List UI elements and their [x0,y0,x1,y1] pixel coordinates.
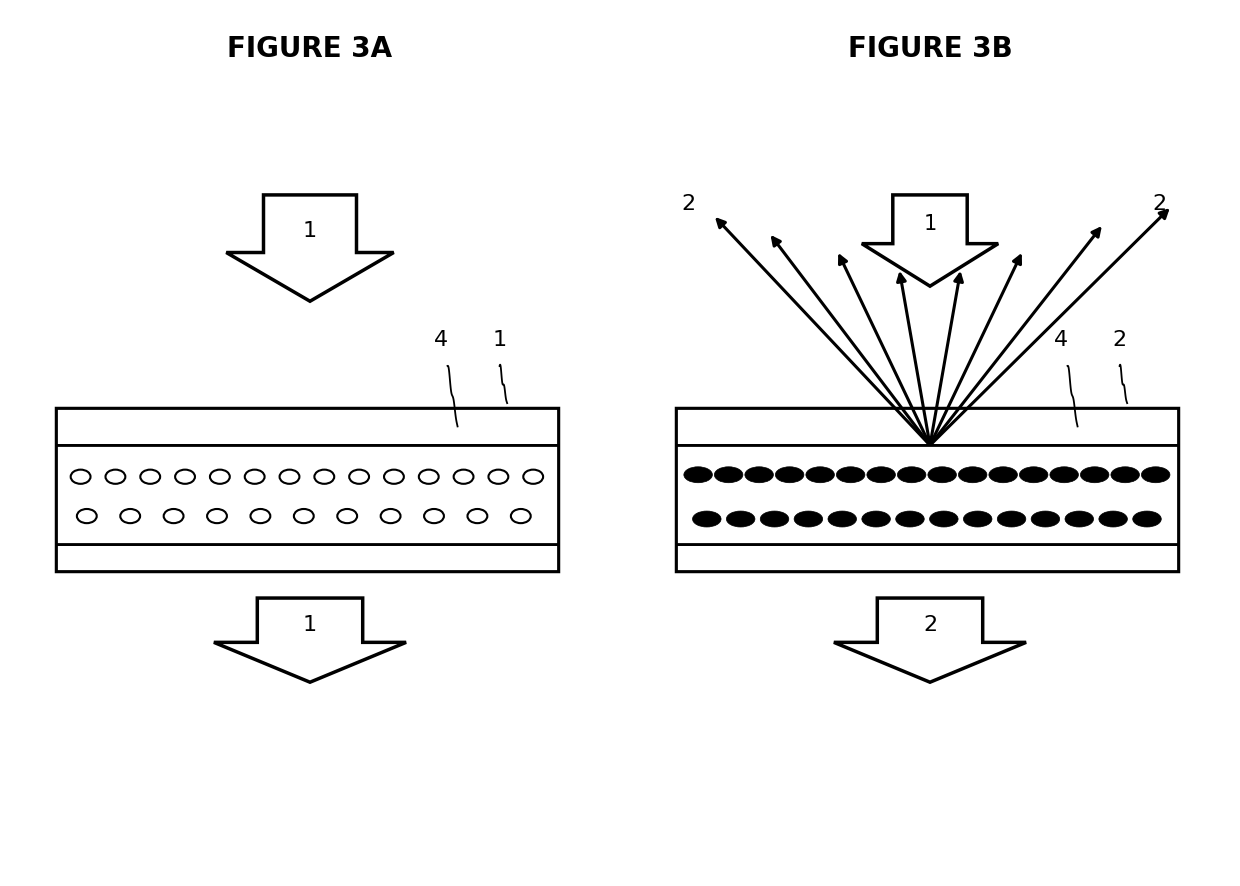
Polygon shape [213,598,407,682]
Bar [676,446,1178,544]
Text: 2: 2 [1152,194,1167,214]
Bar [56,544,558,571]
Text: 1: 1 [924,214,936,234]
Ellipse shape [895,511,924,527]
Bar [676,408,1178,446]
Text: FIGURE 3A: FIGURE 3A [227,35,393,64]
Ellipse shape [806,467,835,483]
Bar [56,446,558,544]
Text: 1: 1 [303,221,317,241]
Text: 4: 4 [434,330,449,350]
Ellipse shape [862,511,890,527]
Ellipse shape [1142,467,1171,483]
Text: 2: 2 [1112,330,1127,350]
Ellipse shape [1032,511,1060,527]
Ellipse shape [1080,467,1109,483]
Bar [676,408,1178,571]
Ellipse shape [930,511,959,527]
Ellipse shape [684,467,713,483]
Polygon shape [833,598,1025,682]
Ellipse shape [775,467,804,483]
Ellipse shape [794,511,822,527]
Ellipse shape [714,467,743,483]
Ellipse shape [963,511,992,527]
Ellipse shape [837,467,866,483]
Ellipse shape [1099,511,1127,527]
Ellipse shape [867,467,895,483]
Ellipse shape [1050,467,1079,483]
Ellipse shape [990,467,1017,483]
Ellipse shape [1111,467,1140,483]
Text: 4: 4 [1054,330,1069,350]
Bar [56,408,558,446]
Ellipse shape [898,467,926,483]
Text: 2: 2 [923,615,937,634]
Ellipse shape [745,467,774,483]
Ellipse shape [1133,511,1161,527]
Ellipse shape [997,511,1025,527]
Polygon shape [862,195,998,286]
Bar [56,408,558,571]
Ellipse shape [928,467,956,483]
Ellipse shape [727,511,755,527]
Ellipse shape [760,511,789,527]
Text: 1: 1 [303,615,317,634]
Ellipse shape [1019,467,1048,483]
Text: 2: 2 [681,194,696,214]
Text: 1: 1 [492,330,507,350]
Ellipse shape [959,467,987,483]
Polygon shape [226,195,394,301]
Bar [676,544,1178,571]
Ellipse shape [828,511,857,527]
Text: FIGURE 3B: FIGURE 3B [848,35,1012,64]
Ellipse shape [1065,511,1094,527]
Ellipse shape [692,511,722,527]
